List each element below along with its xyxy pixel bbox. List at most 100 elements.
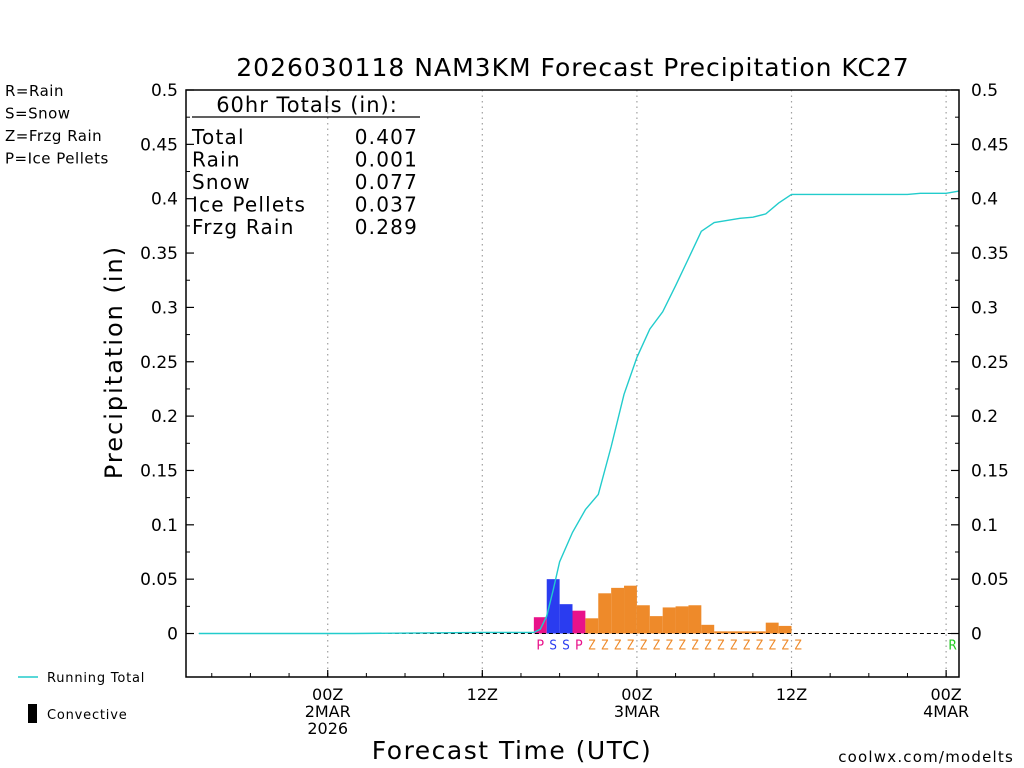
y-tick-label-right: 0.45 (971, 135, 1009, 155)
precip-type-letter: Z (704, 639, 712, 654)
totals-row-value: 0.001 (355, 148, 418, 172)
y-tick-label-right: 0.15 (971, 461, 1009, 481)
convective-legend-swatch (28, 704, 37, 723)
y-tick-label-left: 0.2 (151, 407, 178, 427)
totals-row-value: 0.289 (355, 215, 418, 239)
precip-type-letter: Z (691, 639, 699, 654)
totals-row-label: Total (191, 125, 245, 149)
y-tick-label-left: 0.05 (140, 570, 178, 590)
totals-row-value: 0.037 (355, 193, 418, 217)
y-tick-label-left: 0.45 (140, 135, 178, 155)
x-tick-label: 00Z (312, 685, 343, 704)
series-legend: Running Total Convective (18, 671, 145, 723)
precip-bar (598, 593, 612, 634)
precip-type-letter: Z (755, 639, 763, 654)
precip-type-letter: Z (717, 639, 725, 654)
x-tick-label: 00Z (930, 685, 961, 704)
x-tick-label: 2MAR (305, 702, 351, 721)
y-tick-label-right: 0.3 (971, 298, 998, 318)
precip-type-letter: Z (627, 639, 635, 654)
x-tick-label: 4MAR (923, 702, 969, 721)
totals-row-label: Snow (192, 170, 251, 194)
y-tick-label-left: 0.3 (151, 298, 178, 318)
totals-box: 60hr Totals (in): Total 0.407 Rain 0.001 Sno… (191, 93, 420, 239)
y-tick-label-left: 0.25 (140, 353, 178, 373)
x-axis-label: Forecast Time (UTC) (372, 736, 652, 765)
running-total-legend-label: Running Total (47, 671, 145, 686)
totals-row-label: Rain (192, 148, 241, 172)
running-total-line (198, 190, 960, 635)
y-tick-label-left: 0.4 (151, 190, 178, 210)
chart-title: 2026030118 NAM3KM Forecast Precipitation… (236, 53, 909, 82)
x-tick-label: 12Z (776, 685, 807, 704)
precip-bar (765, 622, 779, 634)
precip-type-letter: P (575, 639, 583, 654)
precip-type-letter: P (536, 639, 544, 654)
bar-series (533, 579, 792, 634)
precip-bar (662, 607, 676, 634)
y-tick-label-right: 0.1 (971, 516, 998, 536)
plot-frame (185, 89, 960, 678)
precip-type-letter: Z (601, 639, 609, 654)
precip-type-letter: Z (639, 639, 647, 654)
type-legend-entry: R=Rain (5, 82, 64, 100)
y-tick-label-right: 0.25 (971, 353, 1009, 373)
precip-type-letter: Z (781, 639, 789, 654)
precip-type-letter: Z (730, 639, 738, 654)
totals-row-label: Frzg Rain (192, 215, 295, 239)
convective-legend-label: Convective (47, 708, 128, 723)
precip-type-letter: S (562, 639, 570, 654)
x-tick-label: 12Z (467, 685, 498, 704)
type-legend-entry: P=Ice Pellets (5, 150, 109, 168)
precip-type-letter: Z (665, 639, 673, 654)
precip-bar (701, 624, 715, 634)
y-tick-label-left: 0.15 (140, 461, 178, 481)
y-tick-label-right: 0.2 (971, 407, 998, 427)
precip-bar (714, 631, 728, 634)
precip-bar (624, 585, 637, 634)
y-tick-label-left: 0.35 (140, 244, 178, 264)
precip-type-letter: Z (614, 639, 622, 654)
y-tick-label-right: 0.05 (971, 570, 1009, 590)
precip-type-letter: Z (768, 639, 776, 654)
precip-bar (559, 604, 573, 634)
precip-type-letter: Z (652, 639, 660, 654)
precip-bar (727, 631, 740, 634)
precip-bar (572, 610, 586, 634)
precip-bar (585, 618, 599, 634)
precip-bar (778, 625, 792, 634)
totals-heading: 60hr Totals (in): (216, 93, 398, 117)
y-axis-left: 0 0.05 0.1 0.15 0.2 0.25 0.3 0.35 0.4 0.45 0.5 (140, 81, 194, 645)
type-legend-entry: Z=Frzg Rain (5, 127, 102, 145)
credit-text: coolwx.com/modelts (838, 748, 1014, 766)
y-tick-label-right: 0.35 (971, 244, 1009, 264)
type-legend-entry: S=Snow (5, 105, 71, 123)
precip-type-letter: S (549, 639, 557, 654)
y-tick-label-left: 0 (167, 625, 178, 645)
totals-row-label: Ice Pellets (192, 193, 306, 217)
y-tick-label-right: 0.5 (971, 81, 998, 101)
precip-bar (649, 616, 663, 634)
precip-type-letter: Z (588, 639, 596, 654)
precip-bar (739, 631, 753, 634)
precip-bar (546, 579, 560, 634)
x-tick-label: 2026 (307, 719, 348, 738)
precip-type-letter: R (949, 639, 957, 654)
y-axis-right: 0 0.05 0.1 0.15 0.2 0.25 0.3 0.35 0.4 0.45 0.5 (951, 81, 1009, 645)
precip-bar (675, 606, 689, 634)
precip-bar (688, 605, 702, 634)
y-tick-label-right: 0.4 (971, 190, 998, 210)
precip-type-letter: Z (794, 639, 802, 654)
x-tick-label: 3MAR (614, 702, 660, 721)
precip-bar (752, 631, 766, 634)
y-tick-label-right: 0 (971, 625, 982, 645)
precip-bar (611, 587, 625, 634)
totals-row-value: 0.077 (355, 170, 418, 194)
precip-bar (636, 605, 650, 634)
y-tick-label-left: 0.1 (151, 516, 178, 536)
precip-type-letter: Z (678, 639, 686, 654)
x-tick-label: 00Z (621, 685, 652, 704)
